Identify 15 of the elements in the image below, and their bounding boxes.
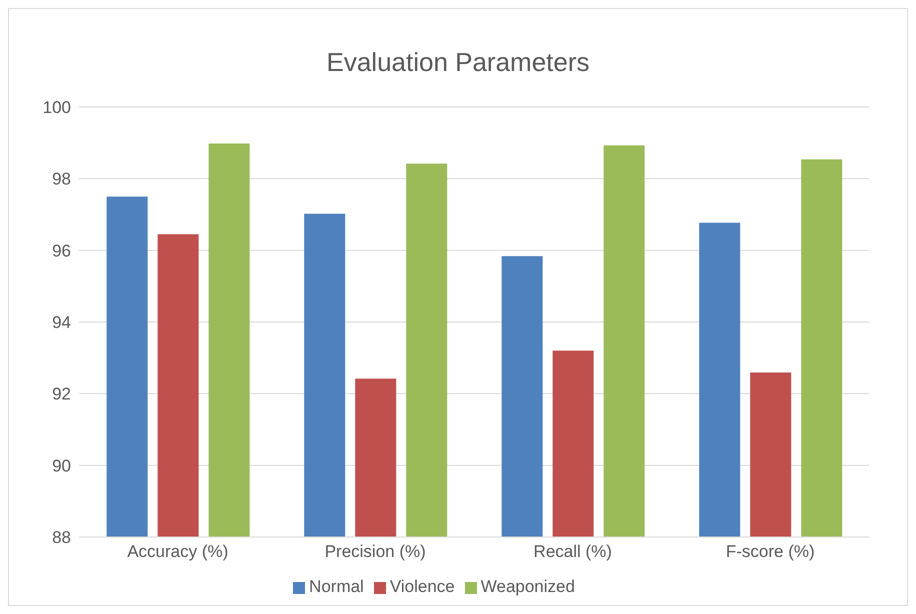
legend-label: Weaponized: [480, 577, 575, 596]
x-tick-label: F-score (%): [726, 542, 815, 562]
y-tick-label: 88: [52, 528, 71, 548]
chart-title: Evaluation Parameters: [325, 46, 591, 79]
y-tick-label: 94: [52, 313, 71, 332]
x-tick-label: Recall (%): [534, 542, 612, 562]
y-tick-label: 98: [52, 170, 71, 189]
y-tick-label: 90: [52, 456, 71, 476]
y-tick-label: 92: [52, 384, 71, 404]
x-tick-label: Precision (%): [324, 542, 426, 562]
y-tick-label: 96: [52, 241, 71, 260]
legend-label: Normal: [309, 577, 364, 596]
y-tick-label: 100: [42, 98, 71, 118]
x-tick-label: Accuracy (%): [127, 542, 228, 562]
legend-label: Violence: [390, 577, 455, 596]
